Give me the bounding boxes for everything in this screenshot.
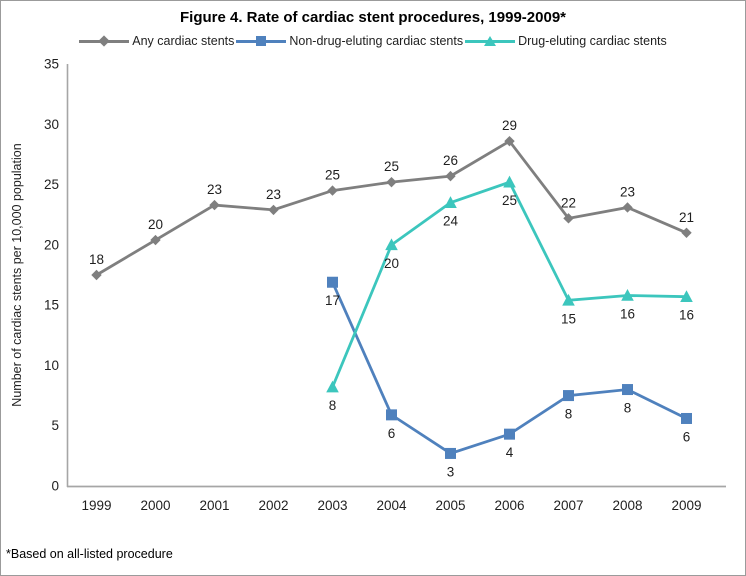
footnote-asterisk: *Based on all-listed procedure — [6, 547, 173, 561]
svg-text:2008: 2008 — [612, 498, 642, 513]
svg-text:2000: 2000 — [140, 498, 170, 513]
svg-text:10: 10 — [44, 358, 59, 373]
svg-text:16: 16 — [679, 308, 694, 323]
svg-text:25: 25 — [325, 168, 340, 183]
svg-text:5: 5 — [51, 418, 59, 433]
svg-text:8: 8 — [329, 398, 337, 413]
svg-text:22: 22 — [561, 195, 576, 210]
svg-text:30: 30 — [44, 117, 59, 132]
svg-text:2007: 2007 — [553, 498, 583, 513]
svg-text:18: 18 — [89, 252, 104, 267]
svg-text:1999: 1999 — [81, 498, 111, 513]
svg-text:8: 8 — [624, 401, 632, 416]
svg-text:35: 35 — [44, 57, 59, 72]
legend-item-any-cardiac-stents: Any cardiac stents — [79, 34, 234, 48]
diamond-marker-icon — [79, 34, 130, 48]
svg-text:2003: 2003 — [317, 498, 347, 513]
svg-text:23: 23 — [207, 182, 222, 197]
chart-legend: Any cardiac stents Non-drug-eluting card… — [1, 34, 745, 48]
triangle-marker-icon — [465, 34, 516, 48]
svg-text:26: 26 — [443, 153, 458, 168]
svg-text:8: 8 — [565, 407, 573, 422]
svg-text:2001: 2001 — [199, 498, 229, 513]
legend-item-non-drug-eluting: Non-drug-eluting cardiac stents — [236, 34, 463, 48]
legend-item-drug-eluting: Drug-eluting cardiac stents — [465, 34, 667, 48]
svg-text:25: 25 — [384, 159, 399, 174]
svg-text:25: 25 — [502, 193, 517, 208]
svg-text:0: 0 — [51, 479, 59, 494]
svg-text:16: 16 — [620, 306, 635, 321]
svg-text:23: 23 — [266, 187, 281, 202]
legend-label: Non-drug-eluting cardiac stents — [289, 34, 464, 48]
legend-label: Drug-eluting cardiac stents — [518, 34, 667, 48]
svg-text:3: 3 — [447, 464, 455, 479]
svg-text:23: 23 — [620, 184, 635, 199]
svg-text:20: 20 — [44, 237, 59, 252]
square-marker-icon — [236, 34, 287, 48]
svg-text:2004: 2004 — [376, 498, 407, 513]
svg-text:15: 15 — [44, 298, 59, 313]
svg-text:6: 6 — [388, 426, 396, 441]
svg-text:2002: 2002 — [258, 498, 288, 513]
svg-text:15: 15 — [561, 311, 576, 326]
legend-label: Any cardiac stents — [132, 34, 235, 48]
chart-title: Figure 4. Rate of cardiac stent procedur… — [180, 9, 566, 26]
svg-text:20: 20 — [384, 256, 399, 271]
svg-text:2009: 2009 — [671, 498, 701, 513]
y-axis-title: Number of cardiac stents per 10,000 popu… — [10, 143, 24, 407]
svg-text:2005: 2005 — [435, 498, 465, 513]
svg-text:29: 29 — [502, 118, 517, 133]
svg-text:4: 4 — [506, 445, 514, 460]
svg-text:2006: 2006 — [494, 498, 524, 513]
svg-text:17: 17 — [325, 293, 340, 308]
footnotes: *Based on all-listed procedure Source: A… — [6, 512, 742, 575]
svg-text:21: 21 — [679, 210, 694, 225]
svg-text:20: 20 — [148, 217, 163, 232]
svg-text:6: 6 — [683, 429, 691, 444]
svg-text:24: 24 — [443, 214, 459, 229]
svg-text:25: 25 — [44, 177, 59, 192]
